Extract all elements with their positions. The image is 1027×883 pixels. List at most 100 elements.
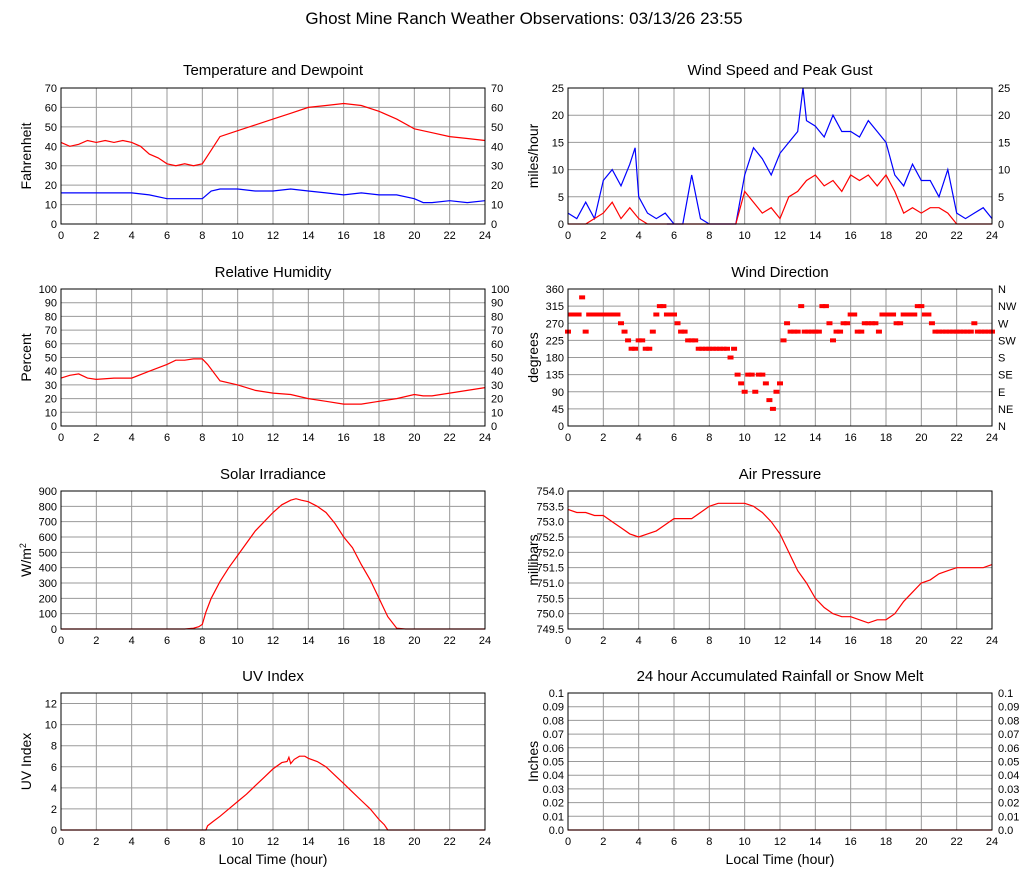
dir-xtick-label: 18 <box>880 432 892 444</box>
wind-ylabel: miles/hour <box>525 123 541 188</box>
rain-ytick-label: 0.04 <box>543 770 564 782</box>
rh-right-tick-label: 30 <box>491 380 503 392</box>
dir-point <box>667 312 674 317</box>
dir-point <box>907 312 914 317</box>
temp-ytick-label: 70 <box>45 83 57 95</box>
temp-right-tick-label: 10 <box>491 200 503 212</box>
dir-point <box>900 312 907 317</box>
dir-xtick-label: 2 <box>600 432 606 444</box>
rh-right-tick-label: 10 <box>491 407 503 419</box>
temp-series-1-line <box>61 188 486 204</box>
dir-point <box>653 312 660 317</box>
uv-xtick-label: 8 <box>199 836 205 848</box>
solar-xtick-label: 18 <box>373 635 385 647</box>
dir-point <box>957 329 964 334</box>
solar-plot-frame <box>60 490 486 630</box>
uv-ytick-label: 8 <box>51 741 57 753</box>
dir-point <box>794 329 801 334</box>
dir-right-tick-label: W <box>998 318 1009 330</box>
dir-point <box>579 295 586 300</box>
dir-point <box>674 321 681 326</box>
uv-xtick-label: 14 <box>302 836 314 848</box>
rh-xtick-label: 14 <box>302 432 314 444</box>
dir-point <box>936 329 942 334</box>
dir-point <box>727 355 734 360</box>
dir-point <box>692 338 699 343</box>
rh-xtick-label: 0 <box>58 432 64 444</box>
pressure-xtick-label: 20 <box>915 635 927 647</box>
dir-point <box>671 312 677 317</box>
pressure-xtick-label: 0 <box>565 635 571 647</box>
pressure-ytick-label: 753.0 <box>536 517 564 529</box>
rh-ytick-label: 100 <box>39 284 57 296</box>
rain-xtick-label: 14 <box>809 836 821 848</box>
uv-xtick-label: 16 <box>338 836 350 848</box>
rain-title: 24 hour Accumulated Rainfall or Snow Mel… <box>637 668 925 685</box>
dir-point <box>741 389 748 394</box>
dir-point <box>798 304 805 309</box>
temp-xtick-label: 8 <box>199 230 205 242</box>
dir-point <box>890 312 897 317</box>
uv-xtick-label: 6 <box>164 836 170 848</box>
dir-point <box>950 329 957 334</box>
rain-xtick-label: 4 <box>636 836 642 848</box>
dir-point <box>724 346 730 351</box>
dir-point <box>766 398 773 403</box>
dir-point <box>833 329 840 334</box>
rain-plot-frame <box>567 692 993 831</box>
temp-xtick-label: 12 <box>267 230 279 242</box>
pressure-ytick-label: 750.0 <box>536 609 564 621</box>
rain-ytick-label: 0.03 <box>543 784 564 796</box>
dir-xtick-label: 4 <box>636 432 642 444</box>
dir-point <box>586 312 593 317</box>
pressure-ylabel: millibars <box>525 534 541 585</box>
uv-ylabel: UV Index <box>18 733 34 791</box>
dir-point <box>801 329 808 334</box>
rain-ytick-label: 0.07 <box>543 729 564 741</box>
dir-point <box>826 321 833 326</box>
pressure-plot-frame <box>567 490 993 630</box>
dir-point <box>883 312 889 317</box>
dir-point <box>953 329 960 334</box>
pressure-xtick-label: 16 <box>845 635 857 647</box>
dir-point <box>688 338 695 343</box>
wind-xtick-label: 22 <box>951 230 963 242</box>
dir-point <box>568 312 575 317</box>
dir-point <box>851 312 858 317</box>
dir-point <box>837 329 844 334</box>
rh-ytick-label: 10 <box>45 407 57 419</box>
wind-title: Wind Speed and Peak Gust <box>687 62 873 79</box>
dir-xtick-label: 22 <box>951 432 963 444</box>
rh-right-tick-label: 70 <box>491 325 503 337</box>
rh-ytick-label: 90 <box>45 298 57 310</box>
dir-point <box>610 312 617 317</box>
temp-plot-frame <box>60 87 486 225</box>
rh-title: Relative Humidity <box>215 264 332 281</box>
rain-ytick-label: 0.09 <box>543 702 564 714</box>
rain-ytick-label: 0.05 <box>543 757 564 769</box>
dir-point <box>706 346 713 351</box>
dir-point <box>589 312 596 317</box>
rain-right-tick-label: 0.05 <box>998 757 1019 769</box>
dir-point <box>660 304 667 309</box>
dir-xtick-label: 10 <box>739 432 751 444</box>
solar-xtick-label: 16 <box>338 635 350 647</box>
solar-ytick-label: 300 <box>39 578 57 590</box>
solar-xtick-label: 10 <box>232 635 244 647</box>
dir-ytick-label: 90 <box>552 387 564 399</box>
solar-xtick-label: 2 <box>93 635 99 647</box>
dir-right-tick-label: SW <box>998 335 1016 347</box>
pressure-ytick-label: 752.0 <box>536 547 564 559</box>
dir-point <box>635 338 642 343</box>
rain-xtick-label: 10 <box>739 836 751 848</box>
dir-plot-frame <box>567 288 993 427</box>
dir-xtick-label: 20 <box>915 432 927 444</box>
dir-point <box>791 329 798 334</box>
dir-point <box>840 321 847 326</box>
temp-xtick-label: 22 <box>444 230 456 242</box>
wind-xtick-label: 8 <box>706 230 712 242</box>
dir-point <box>777 381 783 386</box>
